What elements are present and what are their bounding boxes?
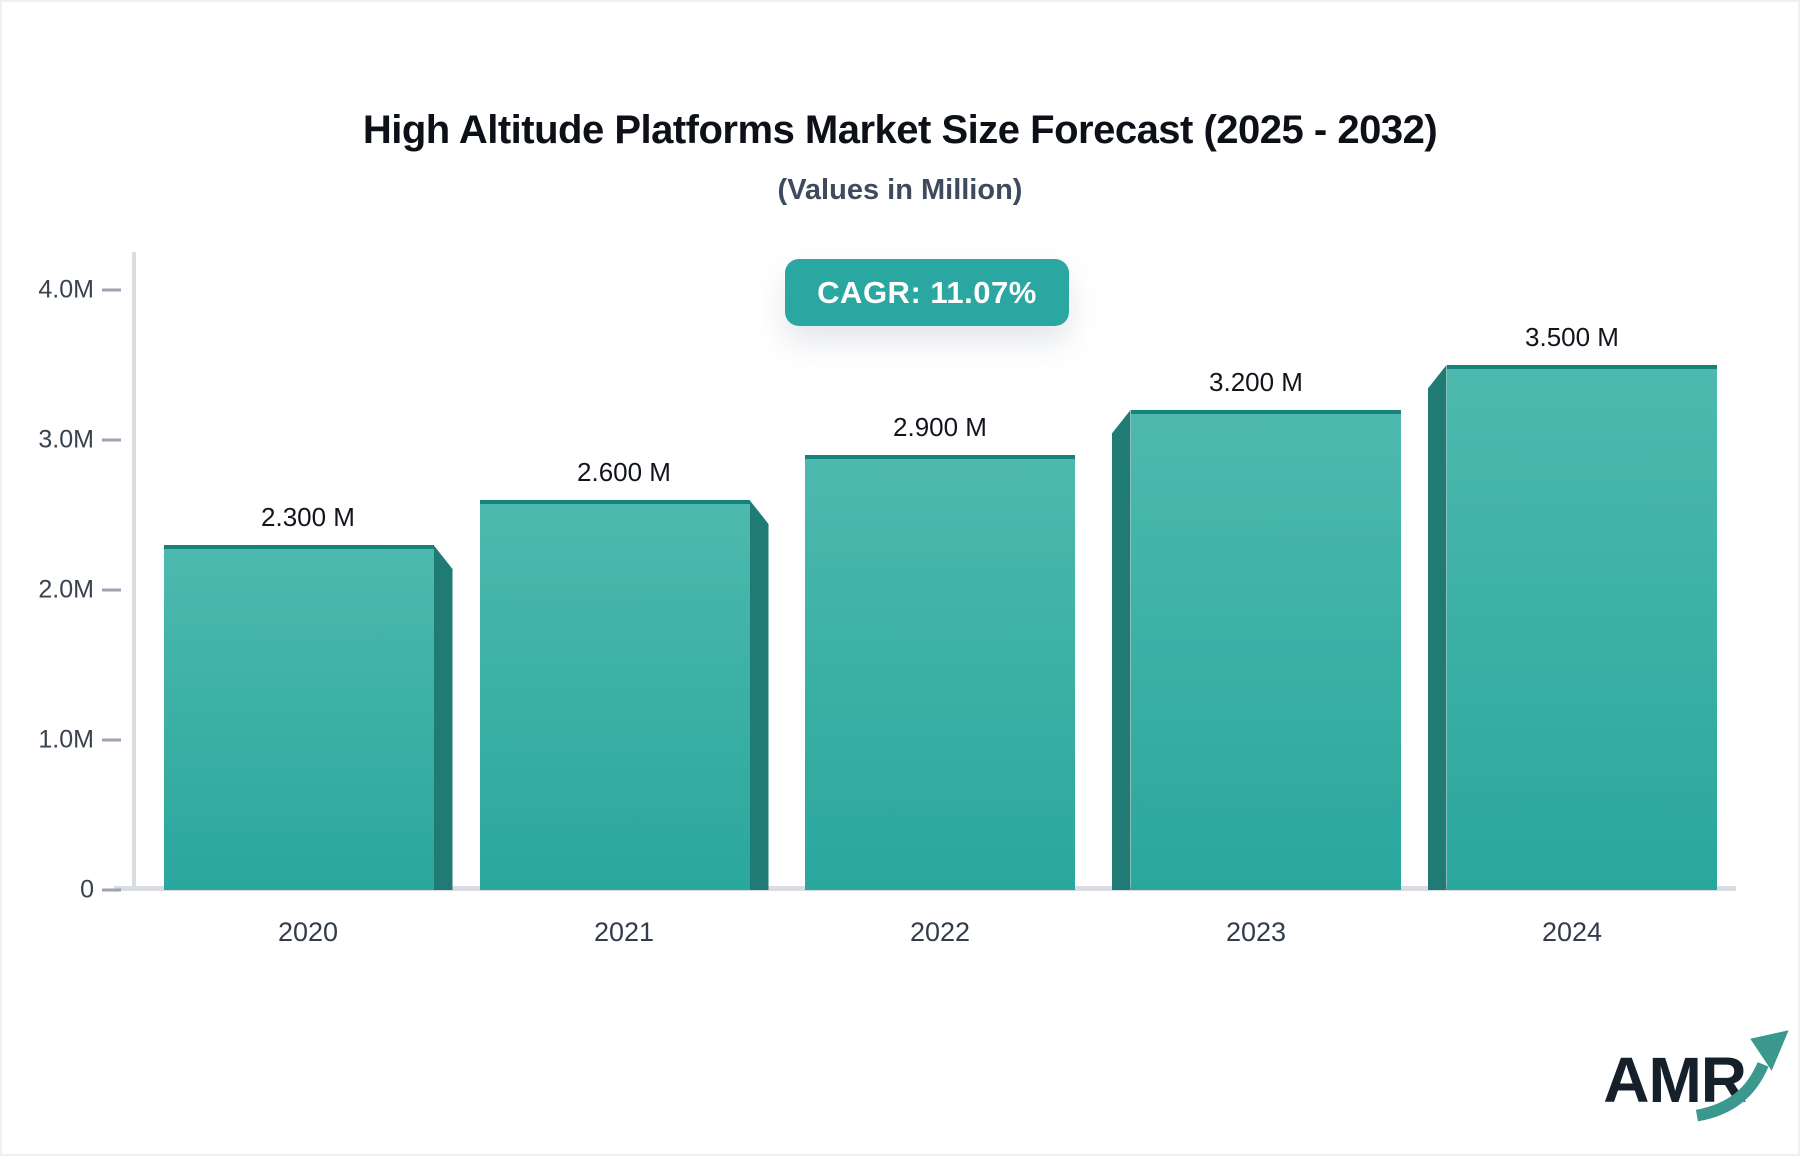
bar-slot-2023: 3.200 M 2023 [1098, 290, 1414, 947]
bar-2020: 2.300 M [163, 502, 453, 890]
plot-area: 2.300 M 2020 2.600 M 2021 2.900 M 2022 3.200 M… [150, 290, 1730, 947]
bar-fill [163, 545, 434, 890]
x-axis-label-2024: 2024 [1541, 917, 1603, 947]
bar-value-label: 2.900 M [893, 412, 987, 442]
bar-2023: 3.200 M [1111, 367, 1401, 890]
bar-value-label: 3.500 M [1525, 322, 1619, 352]
y-tick-mark [102, 438, 121, 442]
x-axis-label-2020: 2020 [277, 917, 339, 947]
x-axis-label-2021: 2021 [593, 917, 655, 947]
bar-2022: 2.900 M [805, 412, 1075, 890]
x-axis-label-2022: 2022 [909, 917, 971, 947]
y-tick-label: 1.0M [38, 725, 94, 754]
bar-fill [805, 455, 1075, 890]
bar-value-label: 2.300 M [261, 502, 355, 532]
amr-logo: AMR [1603, 1030, 1789, 1122]
y-tick-mark [102, 888, 121, 892]
bar-fill [1446, 365, 1717, 890]
bar-3d-side [1427, 365, 1447, 890]
bar-slot-2020: 2.300 M 2020 [150, 290, 466, 947]
bar-fill [1130, 410, 1401, 890]
y-tick-label: 0 [80, 875, 94, 904]
bar-fill [479, 500, 750, 890]
chart-subtitle: (Values in Million) [777, 174, 1023, 206]
y-tick-label: 4.0M [38, 275, 94, 304]
bar-value-label: 3.200 M [1209, 367, 1303, 397]
y-tick-mark [102, 588, 121, 592]
y-tick-label: 3.0M [38, 425, 94, 454]
bar-2024: 3.500 M [1427, 322, 1717, 890]
y-axis-line [132, 252, 136, 890]
bar-value-label: 2.600 M [577, 457, 671, 487]
bar-3d-side [749, 500, 769, 890]
y-tick-mark [102, 738, 121, 742]
bar-2021: 2.600 M [479, 457, 769, 890]
bar-3d-side [433, 545, 453, 890]
amr-logo-arrow-icon [1695, 1030, 1789, 1122]
bar-3d-side [1111, 410, 1131, 890]
x-axis-label-2023: 2023 [1225, 917, 1287, 947]
cagr-badge: CAGR: 11.07% [785, 259, 1069, 326]
bar-slot-2021: 2.600 M 2021 [466, 290, 782, 947]
cagr-badge-label: CAGR: 11.07% [817, 274, 1037, 310]
bar-slot-2022: 2.900 M 2022 [782, 290, 1098, 947]
chart-title: High Altitude Platforms Market Size Fore… [362, 108, 1438, 152]
y-tick-mark [102, 288, 121, 292]
bar-slot-2024: 3.500 M 2024 [1414, 290, 1730, 947]
y-tick-label: 2.0M [38, 575, 94, 604]
